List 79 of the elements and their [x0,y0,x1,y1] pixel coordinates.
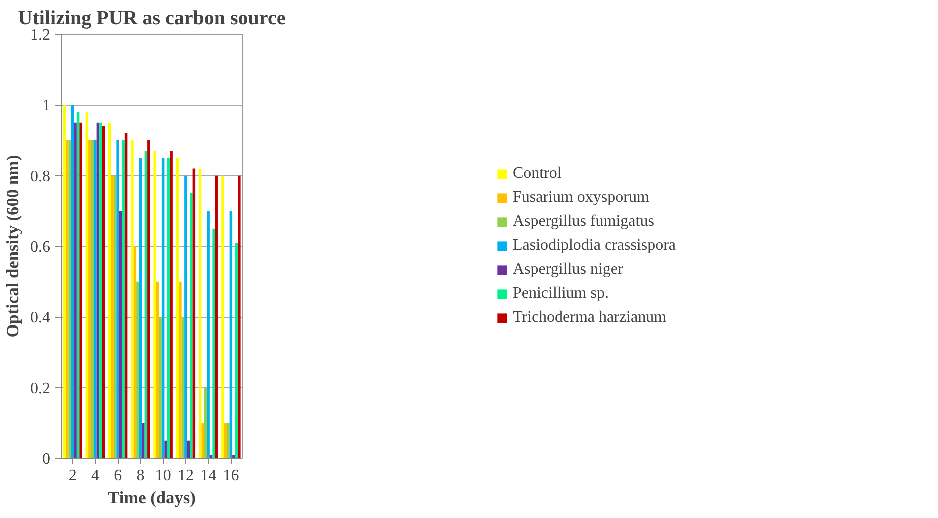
legend-label: Control [512,165,562,183]
bar [156,282,160,458]
bar [68,140,72,458]
bar [154,151,156,458]
bar [100,122,102,458]
bar [182,317,185,458]
bar [164,440,168,458]
legend-label: Lasiodiplodia crassispora [512,237,676,255]
bar [227,423,230,458]
x-tick-label: 2 [68,468,77,484]
bar [119,211,122,458]
y-tick-label: 0 [42,451,50,468]
bar [91,140,94,458]
bar [192,168,196,458]
x-tick-label: 4 [91,468,100,484]
bar [134,246,137,458]
y-axis-title: Optical density (600 nm) [4,155,22,338]
bar [131,140,134,458]
legend-label: Aspergillus niger [512,261,624,279]
bar [80,122,82,458]
bar [108,122,112,458]
bar [144,151,148,458]
bar [190,194,193,458]
bar [170,151,173,458]
bar [235,242,238,458]
bar [215,176,218,458]
bar [230,211,233,458]
bar [179,282,182,458]
bar [204,388,208,458]
bar [159,317,162,458]
x-tick-label: 8 [136,468,145,484]
bar [232,454,236,458]
bar [222,176,224,458]
bar [111,176,114,458]
x-tick-label: 12 [178,468,194,484]
bar [122,140,125,458]
bar [76,112,80,458]
bar [63,105,66,458]
bar [94,140,97,458]
bar [102,126,106,458]
bar [148,140,150,458]
bar [198,168,202,458]
bar [207,211,210,458]
bar [224,423,228,458]
legend-label: Fusarium oxysporum [512,189,650,207]
bar [86,112,89,458]
bar [114,176,117,458]
x-tick-label: 16 [223,468,240,484]
bar [167,158,170,458]
bar [176,158,180,458]
bar [116,140,120,458]
bar [202,423,204,458]
x-tick-label: 14 [200,468,217,484]
bar [212,228,216,458]
bar [74,122,77,458]
y-tick-label: 0.6 [30,239,50,256]
bar [184,176,188,458]
bar [66,140,69,458]
legend-label: Penicillium sp. [512,285,609,303]
bar [162,158,165,458]
y-tick-label: 1.2 [30,27,50,44]
y-tick-label: 0.2 [30,380,50,398]
legend-label: Aspergillus fumigatus [512,213,654,231]
bar [136,282,140,458]
chart-title: Utilizing PUR as carbon source [18,8,286,30]
bar [238,176,241,458]
y-tick-label: 0.4 [30,310,50,327]
bar [142,423,145,458]
bar [71,105,74,458]
bar [139,158,142,458]
legend-label: Trichoderma harzianum [512,309,667,327]
x-tick-label: 10 [155,468,172,484]
x-axis-title: Time (days) [108,488,196,508]
x-tick-label: 6 [114,468,122,484]
y-tick-label: 0.8 [30,168,50,186]
bar [88,140,92,458]
bar [96,122,100,458]
y-tick-label: 1 [42,98,50,115]
bar [124,133,128,458]
